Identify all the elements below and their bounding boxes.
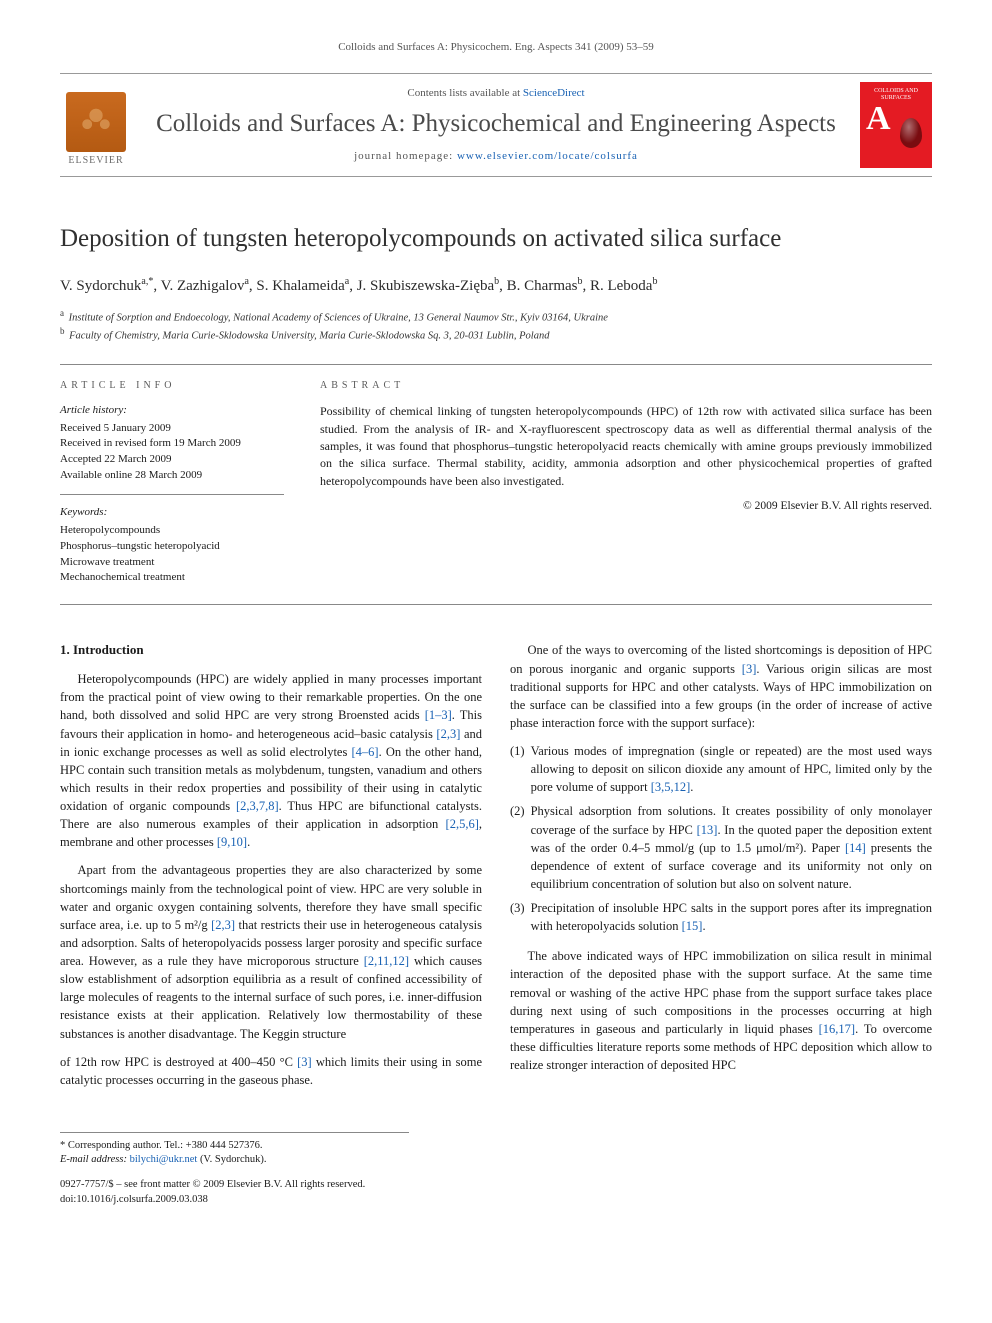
info-abstract-row: ARTICLE INFO Article history: Received 5… bbox=[60, 365, 932, 604]
history-line: Available online 28 March 2009 bbox=[60, 468, 284, 484]
history-line: Received in revised form 19 March 2009 bbox=[60, 436, 284, 452]
body-paragraph: One of the ways to overcoming of the lis… bbox=[510, 641, 932, 732]
keyword-line: Mechanochemical treatment bbox=[60, 570, 284, 586]
corr-phone: * Corresponding author. Tel.: +380 444 5… bbox=[60, 1139, 409, 1154]
section-heading-introduction: 1. Introduction bbox=[60, 641, 482, 660]
article-history-block: Article history: Received 5 January 2009… bbox=[60, 403, 284, 495]
citation-link[interactable]: [2,11,12] bbox=[364, 954, 409, 968]
list-item-number: (3) bbox=[510, 899, 525, 935]
cover-droplet-icon bbox=[900, 118, 922, 148]
article-info-heading: ARTICLE INFO bbox=[60, 379, 284, 393]
email-suffix: (V. Sydorchuk). bbox=[197, 1154, 266, 1165]
list-item-text: Precipitation of insoluble HPC salts in … bbox=[531, 899, 932, 935]
journal-homepage-link[interactable]: www.elsevier.com/locate/colsurfa bbox=[457, 150, 638, 162]
abstract-copyright: © 2009 Elsevier B.V. All rights reserved… bbox=[320, 498, 932, 514]
history-line: Received 5 January 2009 bbox=[60, 421, 284, 437]
footer-block: * Corresponding author. Tel.: +380 444 5… bbox=[60, 1132, 932, 1208]
list-item-text: Physical adsorption from solutions. It c… bbox=[531, 802, 932, 893]
contents-prefix: Contents lists available at bbox=[407, 87, 522, 99]
journal-homepage-line: journal homepage: www.elsevier.com/locat… bbox=[146, 149, 846, 164]
article-history-lines: Received 5 January 2009Received in revis… bbox=[60, 421, 284, 485]
citation-link[interactable]: [14] bbox=[845, 841, 866, 855]
keywords-head: Keywords: bbox=[60, 505, 284, 520]
list-item: (1) Various modes of impregnation (single… bbox=[510, 742, 932, 796]
article-info-column: ARTICLE INFO Article history: Received 5… bbox=[60, 379, 284, 586]
masthead-center: Contents lists available at ScienceDirec… bbox=[146, 82, 846, 168]
doi-line: doi:10.1016/j.colsurfa.2009.03.038 bbox=[60, 1193, 932, 1208]
body-paragraph: Apart from the advantageous properties t… bbox=[60, 861, 482, 1042]
journal-cover-thumbnail: COLLOIDS AND SURFACES A bbox=[860, 82, 932, 168]
body-paragraph: of 12th row HPC is destroyed at 400–450 … bbox=[60, 1053, 482, 1089]
citation-link[interactable]: [15] bbox=[682, 919, 703, 933]
abstract-heading: ABSTRACT bbox=[320, 379, 932, 393]
journal-title: Colloids and Surfaces A: Physicochemical… bbox=[146, 108, 846, 139]
citation-link[interactable]: [3,5,12] bbox=[651, 780, 691, 794]
body-text: of 12th row HPC is destroyed at 400–450 … bbox=[60, 1055, 297, 1069]
corr-email-link[interactable]: bilychi@ukr.net bbox=[130, 1154, 198, 1165]
cover-series-letter: A bbox=[866, 95, 891, 143]
enumerated-list: (1) Various modes of impregnation (single… bbox=[510, 742, 932, 935]
keyword-line: Microwave treatment bbox=[60, 555, 284, 571]
affiliation-line: a Institute of Sorption and Endoecology,… bbox=[60, 307, 932, 326]
journal-masthead: ELSEVIER Contents lists available at Sci… bbox=[60, 73, 932, 177]
body-paragraph: The above indicated ways of HPC immobili… bbox=[510, 947, 932, 1074]
article-title: Deposition of tungsten heteropolycompoun… bbox=[60, 223, 932, 254]
list-item-number: (2) bbox=[510, 802, 525, 893]
body-text: Heteropolycompounds (HPC) are widely app… bbox=[60, 672, 482, 722]
abstract-column: ABSTRACT Possibility of chemical linking… bbox=[320, 379, 932, 586]
sciencedirect-link[interactable]: ScienceDirect bbox=[523, 87, 585, 99]
corresponding-author: * Corresponding author. Tel.: +380 444 5… bbox=[60, 1132, 409, 1168]
citation-link[interactable]: [2,3] bbox=[211, 918, 235, 932]
keyword-line: Heteropolycompounds bbox=[60, 523, 284, 539]
keywords-lines: HeteropolycompoundsPhosphorus–tungstic h… bbox=[60, 523, 284, 587]
running-head: Colloids and Surfaces A: Physicochem. En… bbox=[60, 40, 932, 55]
affiliations: a Institute of Sorption and Endoecology,… bbox=[60, 307, 932, 344]
elsevier-logo: ELSEVIER bbox=[60, 82, 132, 168]
citation-link[interactable]: [3] bbox=[297, 1055, 312, 1069]
abstract-text: Possibility of chemical linking of tungs… bbox=[320, 403, 932, 490]
list-item-number: (1) bbox=[510, 742, 525, 796]
affiliation-line: b Faculty of Chemistry, Maria Curie-Sklo… bbox=[60, 325, 932, 344]
citation-link[interactable]: [1–3] bbox=[425, 708, 452, 722]
citation-link[interactable]: [2,3,7,8] bbox=[236, 799, 279, 813]
citation-link[interactable]: [2,3] bbox=[436, 727, 460, 741]
citation-link[interactable]: [9,10] bbox=[217, 835, 247, 849]
citation-link[interactable]: [13] bbox=[697, 823, 718, 837]
list-item-text: Various modes of impregnation (single or… bbox=[531, 742, 932, 796]
list-item: (2) Physical adsorption from solutions. I… bbox=[510, 802, 932, 893]
corr-email-line: E-mail address: bilychi@ukr.net (V. Sydo… bbox=[60, 1153, 409, 1168]
article-history-head: Article history: bbox=[60, 403, 284, 418]
author-list: V. Sydorchuka,*, V. Zazhigalova, S. Khal… bbox=[60, 275, 932, 297]
body-two-column: 1. Introduction Heteropolycompounds (HPC… bbox=[60, 641, 932, 1091]
divider bbox=[60, 604, 932, 605]
citation-link[interactable]: [16,17] bbox=[819, 1022, 855, 1036]
email-label: E-mail address: bbox=[60, 1154, 130, 1165]
body-text: . bbox=[247, 835, 250, 849]
contents-available-line: Contents lists available at ScienceDirec… bbox=[146, 86, 846, 101]
list-item: (3) Precipitation of insoluble HPC salts … bbox=[510, 899, 932, 935]
homepage-prefix: journal homepage: bbox=[354, 150, 457, 162]
elsevier-tree-icon bbox=[66, 92, 126, 152]
keywords-block: Keywords: HeteropolycompoundsPhosphorus–… bbox=[60, 505, 284, 586]
citation-link[interactable]: [3] bbox=[742, 662, 757, 676]
citation-link[interactable]: [2,5,6] bbox=[446, 817, 479, 831]
history-line: Accepted 22 March 2009 bbox=[60, 452, 284, 468]
keyword-line: Phosphorus–tungstic heteropolyacid bbox=[60, 539, 284, 555]
body-paragraph: Heteropolycompounds (HPC) are widely app… bbox=[60, 670, 482, 851]
issn-line: 0927-7757/$ – see front matter © 2009 El… bbox=[60, 1178, 932, 1193]
elsevier-wordmark: ELSEVIER bbox=[68, 154, 123, 168]
citation-link[interactable]: [4–6] bbox=[352, 745, 379, 759]
